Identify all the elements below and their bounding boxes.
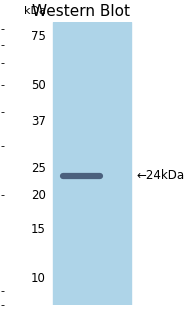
Text: 50: 50: [31, 79, 46, 92]
Text: 75: 75: [31, 30, 46, 43]
Text: ←24kDa: ←24kDa: [137, 169, 185, 182]
Title: Western Blot: Western Blot: [32, 4, 130, 19]
Text: kDa: kDa: [24, 6, 46, 16]
FancyBboxPatch shape: [54, 22, 131, 305]
Text: 15: 15: [31, 223, 46, 236]
Text: 25: 25: [31, 162, 46, 175]
Text: 37: 37: [31, 115, 46, 128]
Text: 20: 20: [31, 188, 46, 201]
Text: 10: 10: [31, 272, 46, 285]
